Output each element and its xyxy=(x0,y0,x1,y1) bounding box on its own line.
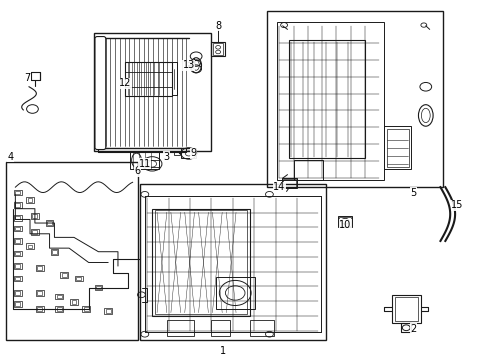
Bar xyxy=(94,33,211,151)
Bar xyxy=(37,291,42,295)
Bar xyxy=(294,160,323,180)
Bar xyxy=(125,62,172,96)
Text: 8: 8 xyxy=(215,21,221,31)
Bar xyxy=(384,126,411,169)
Bar xyxy=(52,250,57,253)
Bar xyxy=(47,221,52,225)
Bar xyxy=(14,215,22,221)
Bar xyxy=(211,42,225,56)
Bar xyxy=(216,277,255,309)
Bar xyxy=(72,300,76,304)
Bar xyxy=(394,297,418,321)
Bar xyxy=(267,12,443,187)
Text: 11: 11 xyxy=(139,159,151,169)
Bar xyxy=(84,307,89,311)
Bar xyxy=(338,216,352,226)
Bar xyxy=(167,320,194,336)
FancyBboxPatch shape xyxy=(95,37,106,149)
Bar xyxy=(37,266,42,270)
Text: 2: 2 xyxy=(411,324,416,334)
Bar xyxy=(27,198,32,202)
Bar xyxy=(75,276,83,282)
Bar xyxy=(60,272,68,278)
Text: 10: 10 xyxy=(339,220,351,230)
Bar xyxy=(387,129,409,167)
Bar xyxy=(36,290,44,296)
Bar xyxy=(282,178,297,188)
Text: 5: 5 xyxy=(411,188,416,198)
Bar xyxy=(32,230,37,234)
Bar xyxy=(32,214,37,218)
Bar xyxy=(95,285,102,291)
Bar xyxy=(145,160,159,167)
Bar xyxy=(14,276,22,282)
Bar xyxy=(96,286,101,289)
Text: 12: 12 xyxy=(119,78,131,88)
Bar xyxy=(26,197,34,203)
Bar xyxy=(76,277,81,280)
Bar xyxy=(211,320,230,336)
Text: 15: 15 xyxy=(451,200,464,210)
Bar xyxy=(15,302,20,306)
Bar xyxy=(289,40,365,158)
Bar xyxy=(283,179,296,187)
Bar xyxy=(213,43,223,55)
Bar xyxy=(15,203,20,207)
Bar xyxy=(14,238,22,244)
Text: 6: 6 xyxy=(134,166,141,176)
Bar xyxy=(339,217,351,226)
Bar xyxy=(70,299,78,305)
Bar xyxy=(14,226,22,231)
Bar xyxy=(104,308,112,314)
Bar xyxy=(130,151,159,169)
Bar xyxy=(36,306,44,312)
Bar xyxy=(250,320,274,336)
Bar xyxy=(14,263,22,269)
Bar xyxy=(82,306,90,312)
Bar xyxy=(15,291,20,295)
Bar xyxy=(15,216,20,220)
Bar xyxy=(15,226,20,230)
Bar xyxy=(174,152,180,155)
Bar xyxy=(26,243,34,249)
Bar xyxy=(14,190,22,195)
Text: 4: 4 xyxy=(7,152,14,162)
Text: 14: 14 xyxy=(273,182,285,192)
Text: 7: 7 xyxy=(24,73,31,83)
Bar xyxy=(55,294,63,300)
Bar xyxy=(15,277,20,280)
Bar xyxy=(14,301,22,307)
Bar xyxy=(155,211,247,315)
Bar xyxy=(15,239,20,243)
Bar xyxy=(37,307,42,311)
Bar xyxy=(55,306,63,312)
Text: 9: 9 xyxy=(191,148,197,158)
Bar xyxy=(277,22,384,180)
Bar xyxy=(14,202,22,208)
Bar xyxy=(27,244,32,248)
Bar xyxy=(392,295,421,323)
Bar xyxy=(57,307,62,311)
Bar xyxy=(15,191,20,194)
Bar xyxy=(36,265,44,271)
Bar xyxy=(152,209,250,316)
Bar xyxy=(57,295,62,298)
Text: 13: 13 xyxy=(183,60,195,70)
Bar xyxy=(14,251,22,256)
Bar xyxy=(15,252,20,255)
Bar xyxy=(62,273,67,277)
Bar xyxy=(31,213,39,219)
Text: 1: 1 xyxy=(220,346,226,356)
Bar xyxy=(181,148,196,158)
Bar xyxy=(50,249,58,255)
Text: 3: 3 xyxy=(164,152,170,162)
Bar xyxy=(106,309,111,313)
Bar xyxy=(31,229,39,235)
Bar xyxy=(15,264,20,268)
Bar xyxy=(46,220,53,226)
Bar xyxy=(14,290,22,296)
Bar xyxy=(140,184,326,339)
Bar xyxy=(5,162,138,339)
